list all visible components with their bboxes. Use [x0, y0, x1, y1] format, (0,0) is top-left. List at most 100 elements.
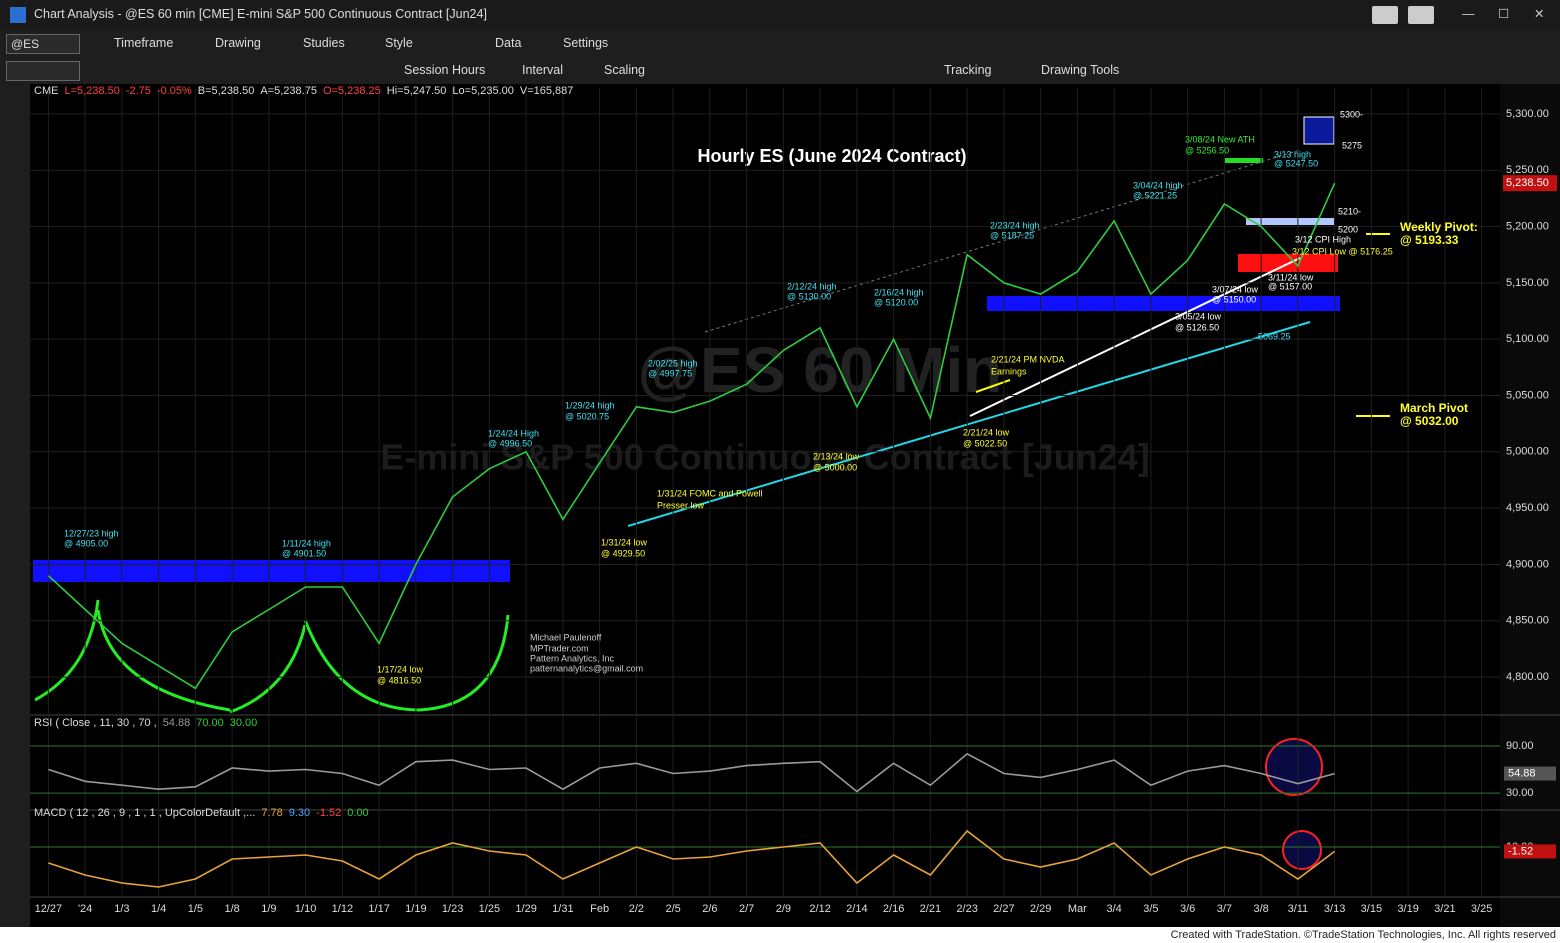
- x-tick-label: 3/7: [1217, 903, 1232, 915]
- arc: [229, 624, 307, 714]
- annotation: 3/07/24 low: [1212, 284, 1259, 294]
- last-value-label: -1.52: [1508, 845, 1533, 857]
- trendline: [969, 257, 1301, 417]
- session-hours-button[interactable]: Session Hours: [404, 63, 486, 77]
- x-tick-label: 1/19: [405, 903, 426, 915]
- footer: Created with TradeStation. ©TradeStation…: [0, 927, 1560, 943]
- y-tick-label: 5,100.00: [1506, 333, 1549, 345]
- x-tick-label: 2/7: [739, 903, 754, 915]
- x-tick-label: 1/10: [295, 903, 316, 915]
- annotation: 2/13/24 low: [813, 451, 860, 461]
- settings-button[interactable]: Settings: [563, 36, 609, 50]
- ath-marker: [1225, 158, 1263, 163]
- annotation: 1/31/24 low: [601, 537, 648, 547]
- x-tick-label: 1/25: [479, 903, 500, 915]
- x-tick-label: 2/9: [776, 903, 791, 915]
- x-tick-label: 1/29: [515, 903, 536, 915]
- channel-line: [704, 149, 1301, 333]
- toolbar-2: Session Hours Interval Scaling Tracking …: [0, 57, 1560, 84]
- x-tick-label: 1/3: [114, 903, 129, 915]
- annotation: MPTrader.com: [530, 643, 589, 653]
- annotation: Presser low: [657, 500, 705, 510]
- x-tick-label: 3/11: [1288, 903, 1309, 915]
- annotation: Weekly Pivot:: [1400, 220, 1478, 234]
- annotation: @ 5221.25: [1133, 190, 1177, 200]
- indicator-value: 7.78: [261, 807, 282, 819]
- workspace-box[interactable]: [6, 61, 80, 81]
- annotation: 12/27/23 high: [64, 528, 119, 538]
- style-button[interactable]: Style: [385, 36, 413, 50]
- x-tick-label: 3/15: [1361, 903, 1382, 915]
- quote-field: V=165,887: [520, 85, 574, 97]
- i-button[interactable]: [1408, 6, 1434, 24]
- watermark-name: E-mini S&P 500 Continuous Contract [Jun2…: [380, 437, 1149, 478]
- annotation: 1/24/24 High: [488, 428, 539, 438]
- annotation: 3/04/24 high: [1133, 180, 1183, 190]
- quote-field: Lo=5,235.00: [452, 85, 513, 97]
- indicator-value: 30.00: [230, 717, 258, 729]
- annotation: 2/21/24 low: [963, 427, 1010, 437]
- y-tick-label: 4,800.00: [1506, 671, 1549, 683]
- quote-field: -2.75: [126, 85, 151, 97]
- y-tick-label: 4,950.00: [1506, 502, 1549, 514]
- annotation: @ 5126.50: [1175, 322, 1219, 332]
- annotation: @ 5120.00: [874, 297, 918, 307]
- scaling-button[interactable]: Scaling: [604, 63, 645, 77]
- annotation: 3/12 CPI Low @ 5176.25: [1292, 246, 1393, 256]
- x-tick-label: 2/23: [956, 903, 977, 915]
- x-tick-label: 2/6: [702, 903, 717, 915]
- data-button[interactable]: Data: [495, 36, 522, 50]
- drawing-button[interactable]: Drawing: [215, 36, 261, 50]
- window-title: Chart Analysis - @ES 60 min [CME] E-mini…: [34, 7, 487, 21]
- x-tick-label: 3/21: [1434, 903, 1455, 915]
- maximize[interactable]: ☐: [1498, 7, 1510, 21]
- annotation: 2/23/24 high: [990, 220, 1040, 230]
- close[interactable]: ✕: [1534, 7, 1545, 21]
- annotation: @ 4901.50: [282, 548, 326, 558]
- x-tick-label: '24: [78, 903, 92, 915]
- drawing-tools-button[interactable]: Drawing Tools: [1041, 63, 1120, 77]
- annotation: 1/31/24 FOMC and Powell: [657, 488, 763, 498]
- minimize[interactable]: —: [1462, 7, 1475, 21]
- annotation: @ 5020.75: [565, 411, 609, 421]
- highlight-circle: [1282, 830, 1322, 870]
- support-band: [33, 560, 510, 582]
- x-tick-label: 1/8: [224, 903, 239, 915]
- symbol-box[interactable]: @ES: [6, 34, 80, 54]
- interval-button[interactable]: Interval: [522, 63, 563, 77]
- annotation: @ 4905.00: [64, 538, 108, 548]
- price-marker: 5,238.50: [1506, 177, 1549, 189]
- arc: [303, 614, 510, 712]
- annotation: @ 5187.25: [990, 230, 1034, 240]
- annotation: 3/13 high: [1274, 149, 1311, 159]
- annotation: @ 4997.75: [648, 368, 692, 378]
- annotation: @ 4929.50: [601, 548, 645, 558]
- x-tick-label: 2/12: [809, 903, 830, 915]
- y-tick-label: 5,000.00: [1506, 446, 1549, 458]
- quote-field: Hi=5,247.50: [387, 85, 447, 97]
- s-button[interactable]: [1372, 6, 1398, 24]
- arc: [34, 599, 100, 702]
- annotation: Earnings: [991, 366, 1027, 376]
- annotation: Michael Paulenoff: [530, 632, 602, 642]
- x-tick-label: 3/5: [1143, 903, 1158, 915]
- annotation: March Pivot: [1400, 401, 1468, 415]
- y-tick-label: 30.00: [1506, 787, 1534, 799]
- tracking-button[interactable]: Tracking: [944, 63, 992, 77]
- annotation: @ 5150.00: [1212, 294, 1256, 304]
- indicator-value: 0.00: [347, 807, 368, 819]
- timeframe-button[interactable]: Timeframe: [114, 36, 174, 50]
- y-tick-label: 4,900.00: [1506, 558, 1549, 570]
- footer-text: Created with TradeStation. ©TradeStation…: [1170, 929, 1556, 941]
- resistance-zone: [1246, 218, 1334, 225]
- annotation: @ 5130.00: [787, 291, 831, 301]
- y-tick-label: 5,150.00: [1506, 277, 1549, 289]
- x-tick-label: 3/8: [1253, 903, 1268, 915]
- x-tick-label: 2/29: [1030, 903, 1051, 915]
- annotation: 1/17/24 low: [377, 664, 424, 674]
- annotation: 1/29/24 high: [565, 400, 615, 410]
- studies-button[interactable]: Studies: [303, 36, 345, 50]
- quote-field: L=5,238.50: [64, 85, 119, 97]
